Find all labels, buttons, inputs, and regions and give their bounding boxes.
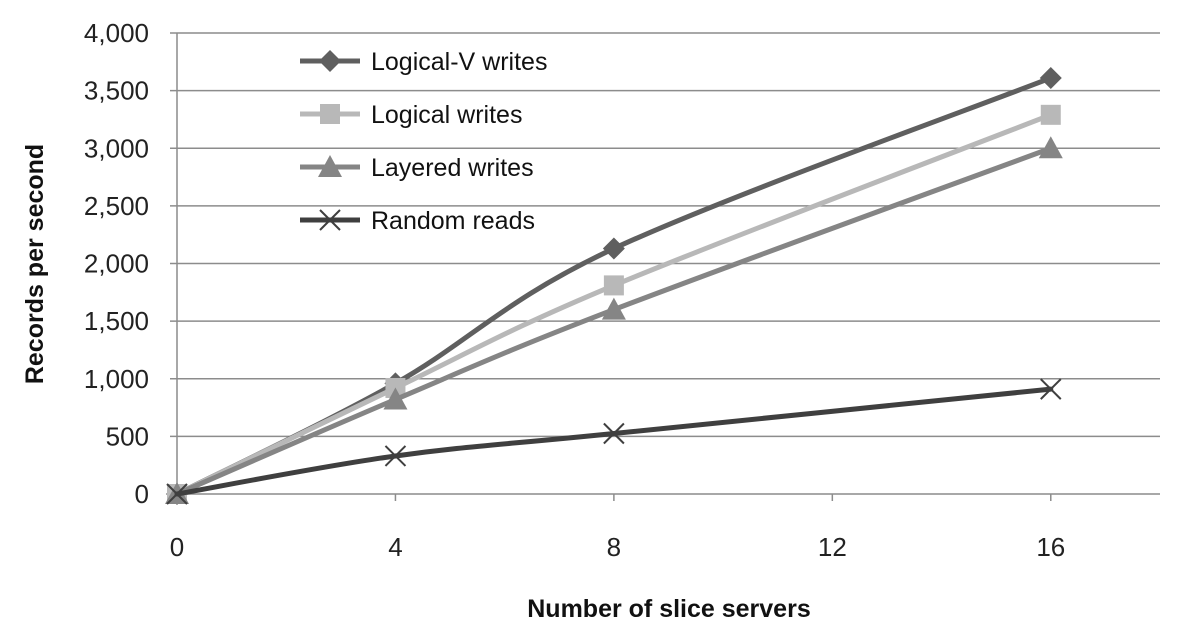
x-tick-label: 8 <box>607 532 621 562</box>
legend-marker <box>319 209 341 231</box>
data-point-stroke <box>603 422 625 445</box>
x-tick-label: 0 <box>170 532 184 562</box>
y-tick-label: 4,000 <box>84 18 149 48</box>
legend-label: Random reads <box>371 207 535 235</box>
x-axis-title: Number of slice servers <box>527 595 810 623</box>
series-group <box>165 66 1063 505</box>
legend-label: Logical-V writes <box>371 48 547 76</box>
legend-label: Layered writes <box>371 154 534 182</box>
data-point <box>384 445 407 467</box>
y-axis-title: Records per second <box>21 144 49 384</box>
legend-entry: Random reads <box>300 207 535 235</box>
legend-marker <box>320 104 340 124</box>
y-tick-label: 2,500 <box>84 191 149 221</box>
legend-label: Logical writes <box>371 101 522 129</box>
data-point <box>602 237 625 260</box>
legend-entry: Logical writes <box>300 101 522 129</box>
grid-lines <box>177 32 1160 438</box>
y-tick-label: 3,000 <box>84 133 149 163</box>
y-tick-labels: 0 500 1,000 1,500 2,000 2,500 3,000 3,500 4,000 <box>84 18 149 509</box>
data-point <box>1039 66 1062 89</box>
series-line <box>174 386 1054 497</box>
legend: Logical-V writes Logical writes Layered wr… <box>300 48 547 235</box>
data-point-stroke <box>384 445 407 467</box>
legend-marker <box>319 50 341 72</box>
y-tick-label: 2,000 <box>84 249 149 279</box>
data-point <box>601 297 626 320</box>
y-tick-label: 3,500 <box>84 76 149 106</box>
legend-marker <box>318 155 342 177</box>
data-point <box>166 483 188 505</box>
series-line <box>174 145 1054 497</box>
y-tick-label: 0 <box>135 479 149 509</box>
series-random-reads <box>166 378 1062 505</box>
data-point <box>383 387 408 410</box>
x-tick-label: 4 <box>388 532 402 562</box>
axes <box>170 32 1160 501</box>
x-tick-labels: 0 4 8 12 16 <box>170 532 1065 562</box>
y-tick-label: 500 <box>106 421 149 451</box>
data-point-stroke <box>166 483 188 505</box>
x-tick-label: 12 <box>818 532 847 562</box>
data-point-stroke <box>1040 378 1062 400</box>
legend-entry: Layered writes <box>300 154 534 182</box>
y-tick-label: 1,000 <box>84 364 149 394</box>
data-point <box>603 422 625 445</box>
y-tick-label: 1,500 <box>84 306 149 336</box>
data-point <box>1040 378 1062 400</box>
legend-marker-stroke <box>319 209 341 231</box>
series-layered-writes <box>165 136 1063 504</box>
data-point <box>1040 104 1061 125</box>
series-line <box>174 112 1054 497</box>
legend-entry: Logical-V writes <box>300 48 547 76</box>
x-tick-label: 16 <box>1036 532 1065 562</box>
data-point <box>1038 136 1063 159</box>
data-point <box>603 275 624 296</box>
